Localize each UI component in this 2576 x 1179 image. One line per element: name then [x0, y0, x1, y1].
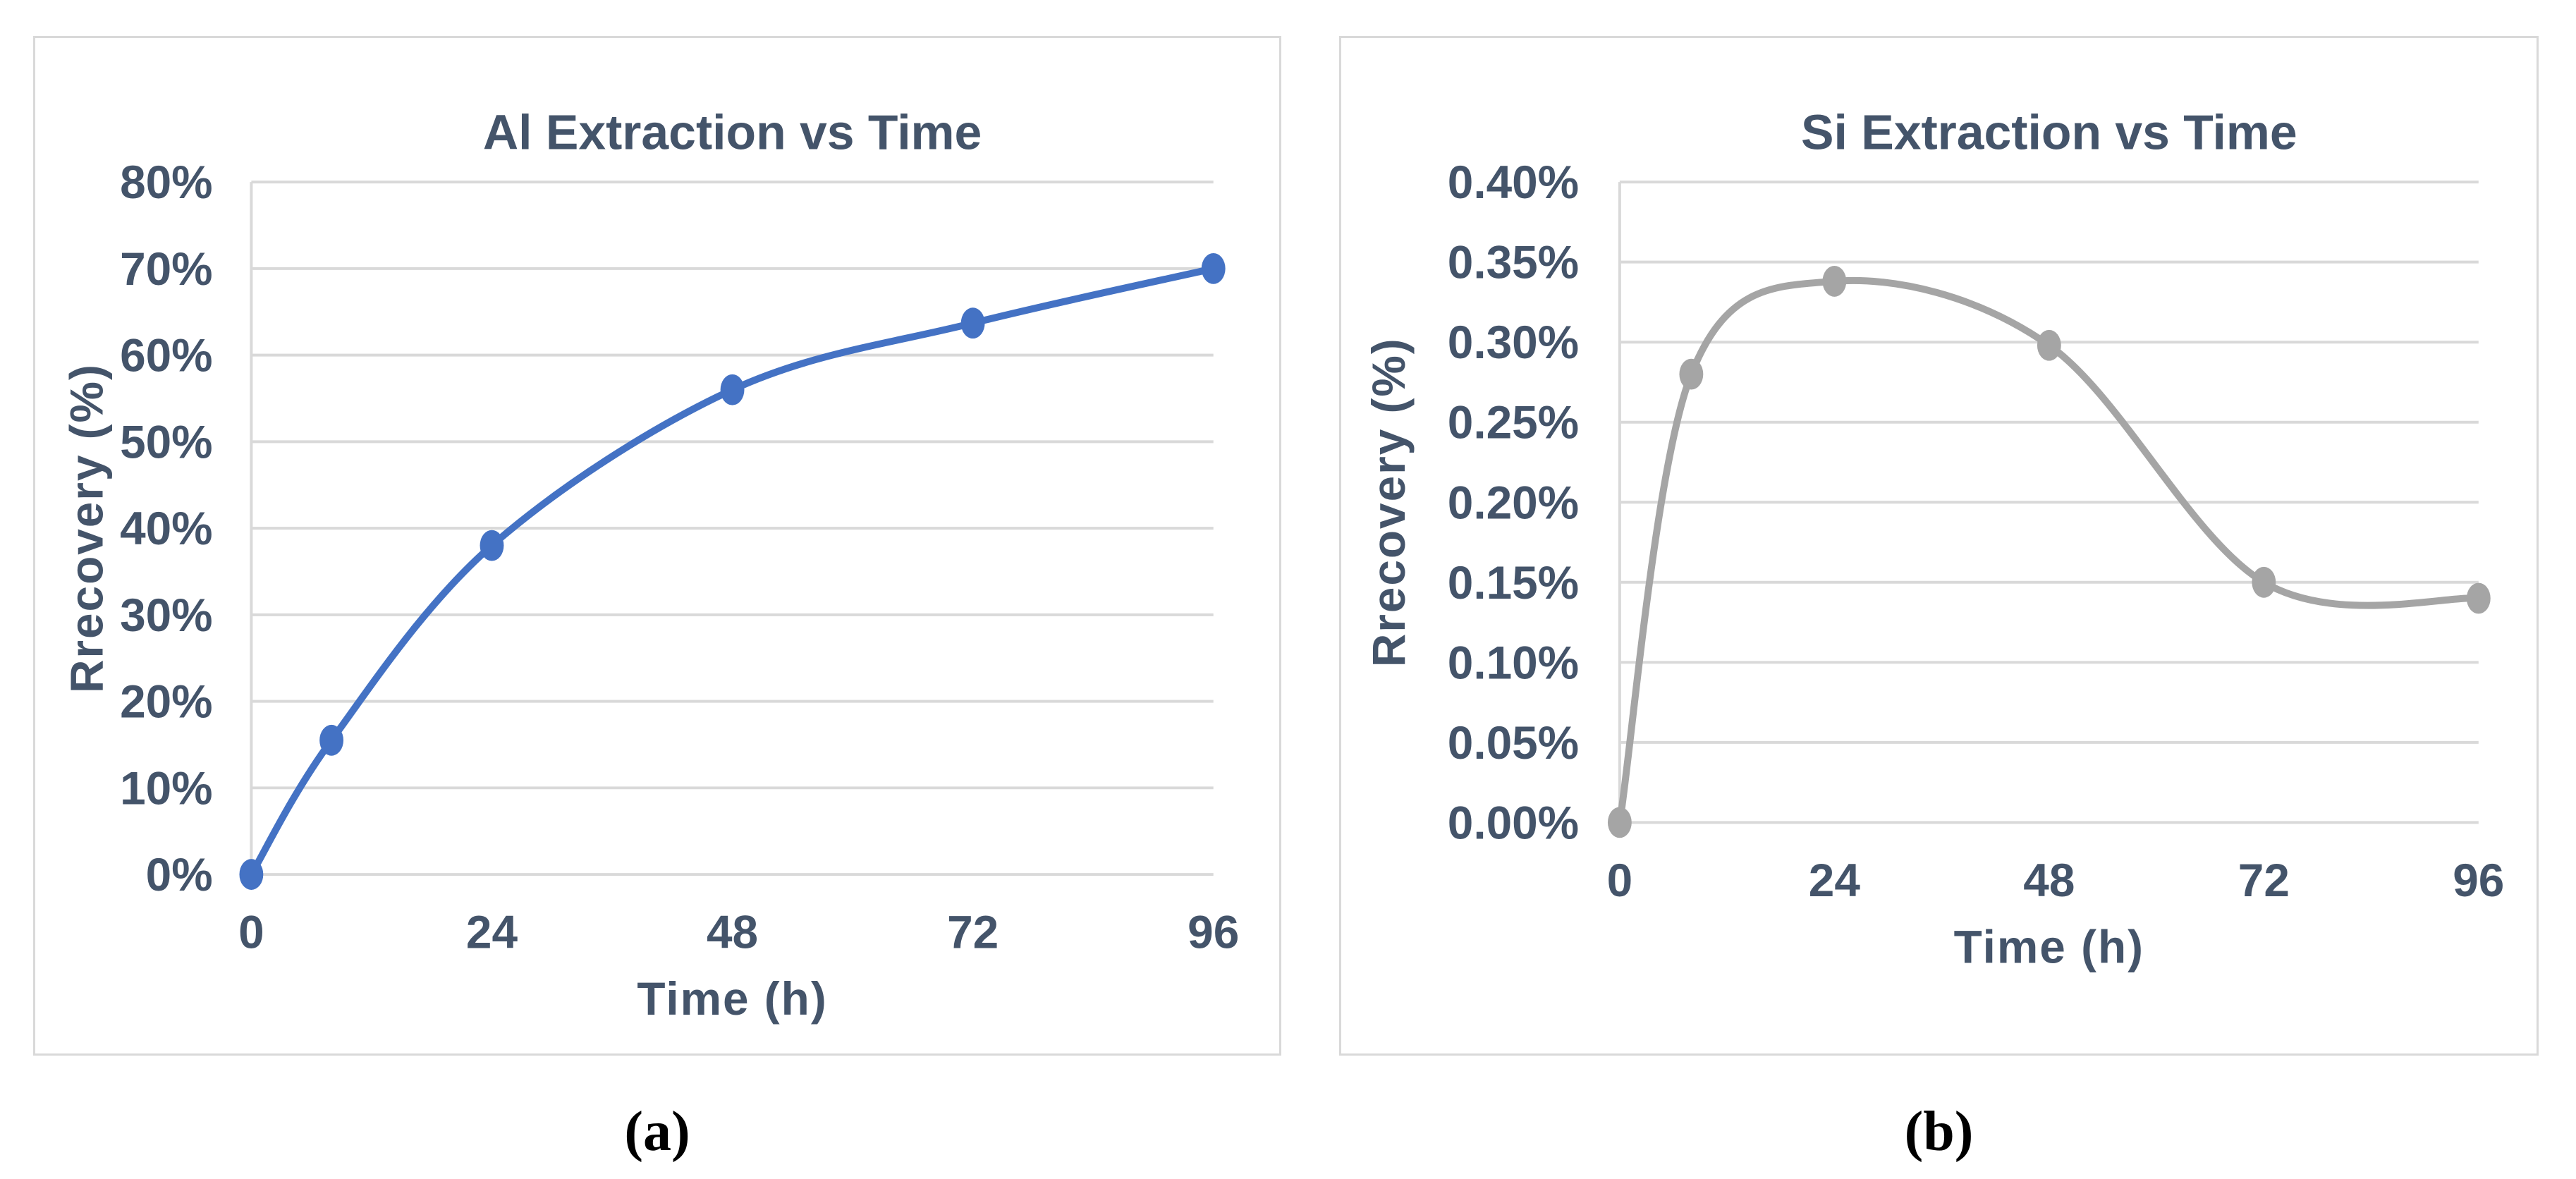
y-tick-label: 0% [146, 849, 213, 900]
y-tick-label: 0.20% [1448, 477, 1579, 528]
chart-title: Al Extraction vs Time [483, 104, 982, 159]
x-tick-label: 72 [947, 907, 999, 958]
data-point-marker [2252, 566, 2276, 598]
data-point-marker [1822, 266, 1847, 297]
data-point-marker [319, 724, 344, 756]
data-point-marker [1679, 358, 1704, 390]
data-point-marker [1607, 807, 1632, 838]
x-tick-label: 24 [1809, 855, 1861, 906]
data-point-marker [480, 530, 504, 561]
x-tick-label: 0 [1607, 855, 1633, 906]
x-axis-title: Time (h) [1954, 922, 2144, 973]
y-tick-label: 40% [120, 503, 213, 554]
y-tick-label: 0.30% [1448, 317, 1579, 368]
y-axis-title: Rrecovery (%) [61, 363, 112, 693]
y-tick-label: 30% [120, 590, 213, 641]
x-tick-label: 0 [238, 907, 264, 958]
y-tick-label: 20% [120, 676, 213, 728]
data-point-marker [1201, 252, 1226, 284]
y-tick-label: 0.25% [1448, 397, 1579, 448]
y-tick-label: 80% [120, 157, 213, 208]
y-axis-title: Rrecovery (%) [1363, 337, 1415, 667]
y-tick-label: 60% [120, 330, 213, 381]
x-tick-label: 48 [2023, 855, 2075, 906]
y-tick-label: 10% [120, 762, 213, 814]
x-tick-label: 24 [466, 907, 518, 958]
data-point-marker [720, 374, 745, 405]
x-tick-label: 72 [2238, 855, 2290, 906]
y-tick-label: 0.05% [1448, 717, 1579, 769]
y-tick-label: 0.00% [1448, 797, 1579, 848]
si-extraction-line-chart: 0.00% 0.05% 0.10% 0.15% 0.20% 0.25% 0.30% 0.35%… [1363, 104, 2504, 973]
data-point-marker [2466, 582, 2491, 614]
y-tick-label: 0.10% [1448, 637, 1579, 688]
series-line [248, 264, 1217, 879]
x-tick-label: 48 [707, 907, 758, 958]
x-axis-title: Time (h) [637, 973, 827, 1025]
subfigure-label-a: (a) [624, 1101, 690, 1163]
al-extraction-chart-panel: 0% 10% 20% 30% 40% 50% 60% 70% 80% 0 24 48 72 96 Al Ex… [33, 36, 1281, 1056]
x-tick-label: 96 [2453, 855, 2504, 906]
data-point-marker [239, 859, 264, 890]
data-point-marker [960, 307, 985, 339]
y-tick-label: 70% [120, 243, 213, 295]
y-tick-label: 0.40% [1448, 157, 1579, 208]
subfigure-label-b: (b) [1904, 1101, 1974, 1163]
y-tick-label: 0.15% [1448, 557, 1579, 609]
x-tick-label: 96 [1188, 907, 1239, 958]
si-extraction-chart-panel: 0.00% 0.05% 0.10% 0.15% 0.20% 0.25% 0.30% 0.35%… [1339, 36, 2539, 1056]
series-line [1616, 276, 2482, 826]
y-tick-label: 0.35% [1448, 237, 1579, 288]
y-tick-label: 50% [120, 416, 213, 468]
chart-title: Si Extraction vs Time [1801, 104, 2297, 159]
al-extraction-line-chart: 0% 10% 20% 30% 40% 50% 60% 70% 80% 0 24 48 72 96 Al Ex… [61, 104, 1239, 1025]
data-point-marker [2037, 329, 2061, 361]
